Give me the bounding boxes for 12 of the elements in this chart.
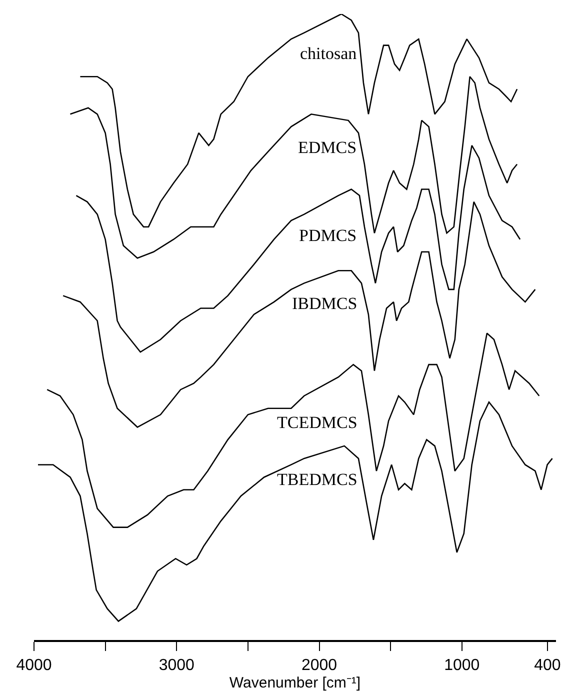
series-label: IBDMCS [292,294,358,313]
x-tick-label: 3000 [158,656,195,674]
x-axis-title: Wavenumber [cm⁻¹] [229,674,361,692]
x-tick-label: 1000 [444,656,480,674]
series-label: PDMCS [299,226,357,245]
x-tick-label: 400 [534,656,561,674]
x-tick-label: 2000 [301,656,338,674]
series-label: EDMCS [298,138,357,157]
series-label: TBEDMCS [277,470,358,489]
x-tick-label: 4000 [16,656,52,674]
series-label: chitosan [300,44,358,63]
series-label: TCEDMCS [277,413,358,432]
